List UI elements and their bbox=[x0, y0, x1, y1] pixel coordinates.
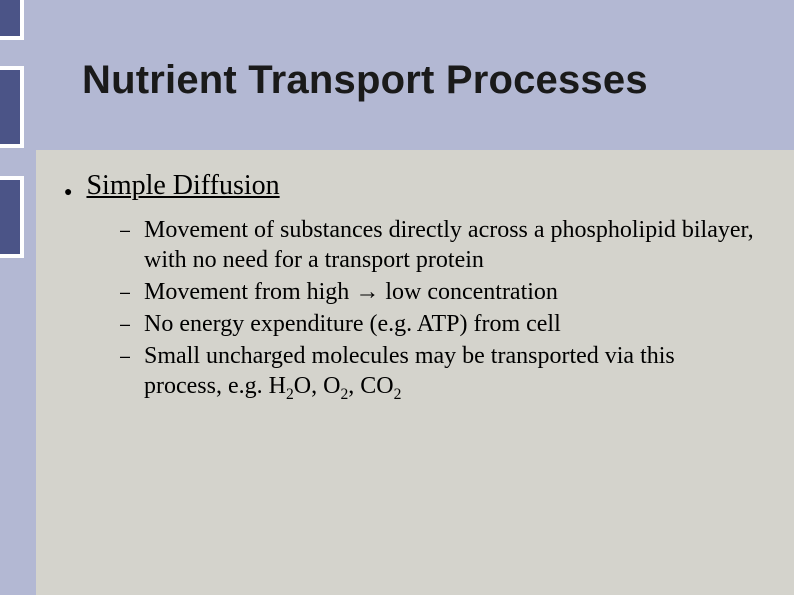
sub-bullet-item: – Movement of substances directly across… bbox=[120, 215, 754, 275]
content-area: ● Simple Diffusion – Movement of substan… bbox=[64, 170, 754, 403]
slide-title: Nutrient Transport Processes bbox=[82, 58, 648, 103]
rail-notch bbox=[0, 0, 24, 40]
bullet-dot-icon: ● bbox=[64, 177, 72, 205]
dash-icon: – bbox=[120, 277, 132, 307]
rail-notch bbox=[0, 176, 24, 258]
sub-bullet-text: Movement from high → low concentration bbox=[144, 277, 558, 307]
sub-bullet-item: – Movement from high → low concentration bbox=[120, 277, 754, 307]
rail-notch bbox=[0, 66, 24, 148]
dash-icon: – bbox=[120, 341, 132, 371]
sub-bullet-item: – Small uncharged molecules may be trans… bbox=[120, 341, 754, 401]
sub-bullet-text: Movement of substances directly across a… bbox=[144, 215, 754, 275]
bullet-heading: Simple Diffusion bbox=[86, 170, 279, 202]
sub-bullet-item: – No energy expenditure (e.g. ATP) from … bbox=[120, 309, 754, 339]
slide: Nutrient Transport Processes ● Simple Di… bbox=[0, 0, 794, 595]
left-rail bbox=[0, 0, 36, 595]
sub-bullet-text: Small uncharged molecules may be transpo… bbox=[144, 341, 754, 401]
dash-icon: – bbox=[120, 215, 132, 245]
sub-bullet-list: – Movement of substances directly across… bbox=[120, 215, 754, 401]
sub-bullet-text: No energy expenditure (e.g. ATP) from ce… bbox=[144, 309, 561, 339]
dash-icon: – bbox=[120, 309, 132, 339]
bullet-item: ● Simple Diffusion bbox=[64, 170, 754, 203]
